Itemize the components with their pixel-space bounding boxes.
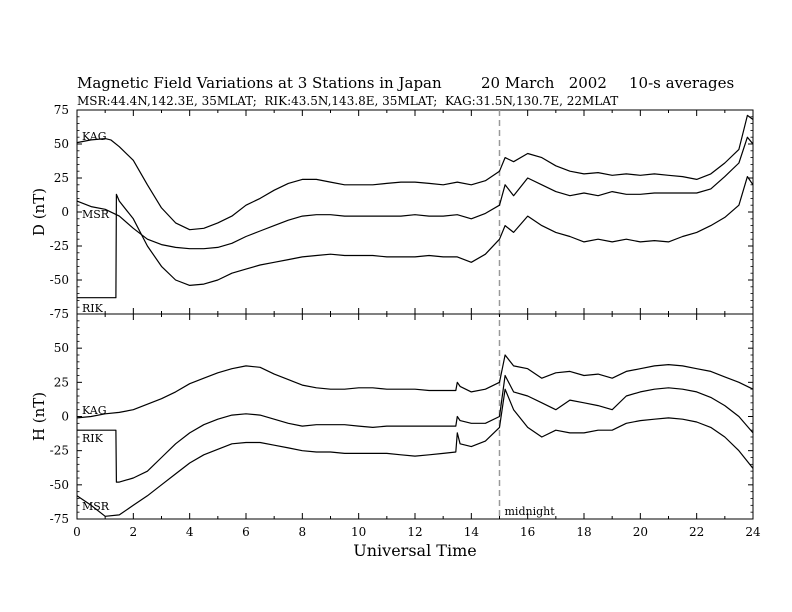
x-tick-label: 10 — [351, 525, 366, 539]
y-tick-label: -25 — [50, 444, 69, 458]
chart-title: Magnetic Field Variations at 3 Stations … — [77, 74, 442, 92]
series-kag-line — [76, 114, 754, 231]
plot-frame — [76, 109, 754, 315]
midnight-label: midnight — [505, 505, 556, 518]
series-kag-label: KAG — [82, 130, 107, 143]
series-msr-label: MSR — [82, 208, 110, 221]
declination-panel: 75 50 25 0 -25 -50 -75 D (nT) KAG MSR RIK — [30, 103, 754, 519]
x-tick-label: 20 — [633, 525, 648, 539]
y-tick-label: -50 — [50, 273, 69, 287]
x-tick-label: 18 — [576, 525, 591, 539]
y-tick-label: 25 — [54, 171, 69, 185]
series-rik-line — [77, 374, 754, 483]
y-tick-label: 75 — [54, 103, 69, 117]
y-axis-label: D (nT) — [30, 188, 48, 236]
plot-frame — [76, 313, 754, 520]
series-msr-label: MSR — [82, 500, 110, 513]
x-tick-label: 0 — [73, 525, 81, 539]
y-tick-label: -75 — [50, 512, 69, 526]
chart-averaging: 10-s averages — [629, 74, 735, 92]
x-tick-label: 4 — [186, 525, 194, 539]
series-rik-label: RIK — [82, 302, 104, 315]
series-kag-label: KAG — [82, 404, 107, 417]
x-tick-label: 12 — [407, 525, 422, 539]
y-axis-label: H (nT) — [30, 392, 48, 441]
y-tick-label: -50 — [50, 478, 69, 492]
y-tick-label: 25 — [54, 375, 69, 389]
x-tick-label: 6 — [242, 525, 250, 539]
y-tick-label: 50 — [54, 341, 69, 355]
y-tick-label: 0 — [61, 205, 69, 219]
series-msr-line — [76, 388, 754, 517]
chart-stations: MSR:44.4N,142.3E, 35MLAT; RIK:43.5N,143.… — [77, 94, 619, 108]
series-rik-line — [77, 176, 754, 299]
y-tick-label: 0 — [61, 410, 69, 424]
x-tick-label: 14 — [464, 525, 480, 539]
x-tick-label: 8 — [299, 525, 307, 539]
x-tick-label: 2 — [130, 525, 138, 539]
y-tick-label: -25 — [50, 239, 69, 253]
x-tick-label: 22 — [689, 525, 704, 539]
series-kag-line — [76, 354, 754, 419]
series-msr-line — [76, 136, 754, 250]
x-axis-label: Universal Time — [353, 541, 476, 560]
y-tick-label: -75 — [50, 307, 69, 321]
chart-date: 20 March 2002 — [481, 74, 607, 92]
y-tick-label: 50 — [54, 137, 69, 151]
series-rik-label: RIK — [82, 432, 104, 445]
x-tick-label: 16 — [520, 525, 535, 539]
x-tick-label: 24 — [745, 525, 761, 539]
